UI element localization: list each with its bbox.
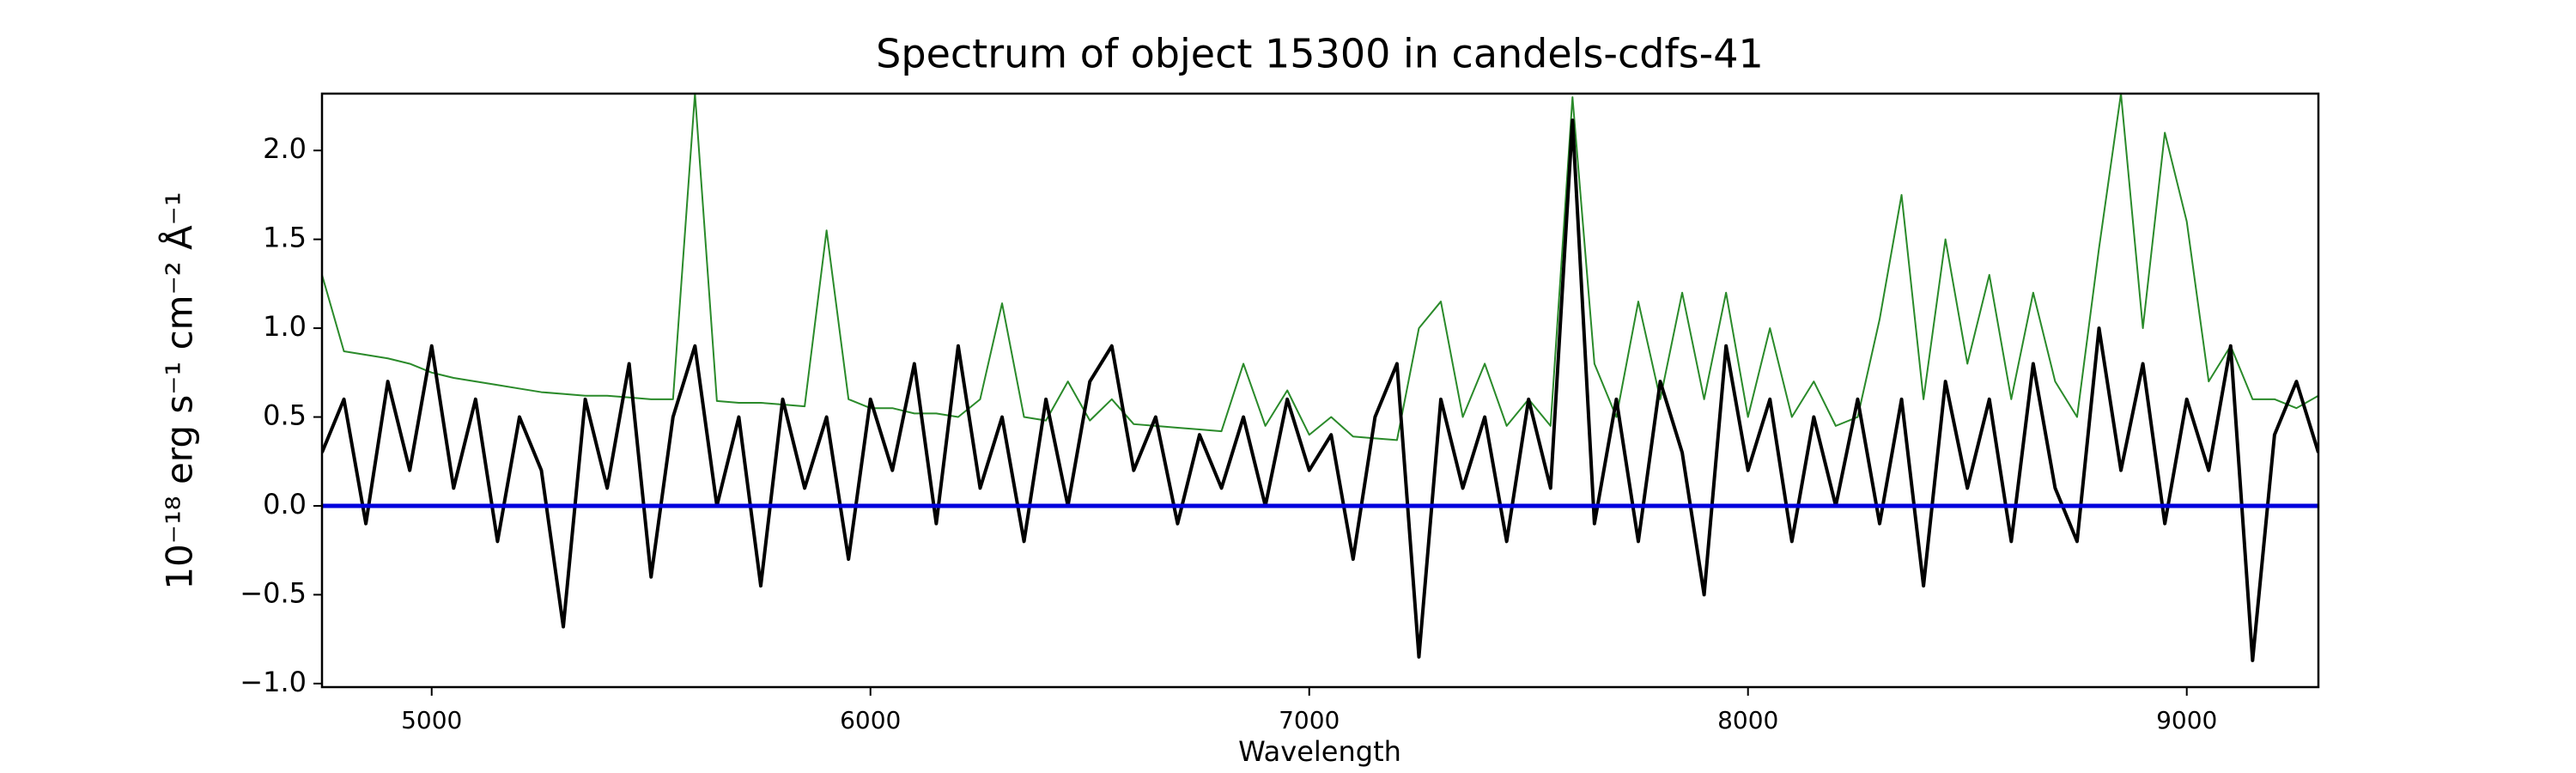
x-axis-label: Wavelength xyxy=(1238,735,1401,768)
x-tick-label: 5000 xyxy=(401,706,462,734)
y-tick-label: 2.0 xyxy=(263,132,307,165)
spectrum-line xyxy=(322,94,2318,441)
plot-frame xyxy=(320,92,2320,689)
x-tick-label: 6000 xyxy=(840,706,901,734)
y-tick-label: 1.5 xyxy=(263,222,307,254)
y-axis-label: 10⁻¹⁸ erg s⁻¹ cm⁻² Å⁻¹ xyxy=(158,192,201,589)
spectrum-line xyxy=(322,119,2318,662)
y-tick-label: 1.0 xyxy=(263,310,307,343)
y-tick-label: 0.0 xyxy=(263,488,307,520)
chart-title: Spectrum of object 15300 in candels-cdfs… xyxy=(876,31,1764,77)
y-tick-label: −1.0 xyxy=(240,666,307,698)
x-tick-label: 8000 xyxy=(1717,706,1778,734)
x-tick-label: 7000 xyxy=(1279,706,1340,734)
y-tick-label: −0.5 xyxy=(240,576,307,609)
plot-area xyxy=(322,94,2318,662)
x-tick-label: 9000 xyxy=(2156,706,2217,734)
y-tick-label: 0.5 xyxy=(263,399,307,432)
